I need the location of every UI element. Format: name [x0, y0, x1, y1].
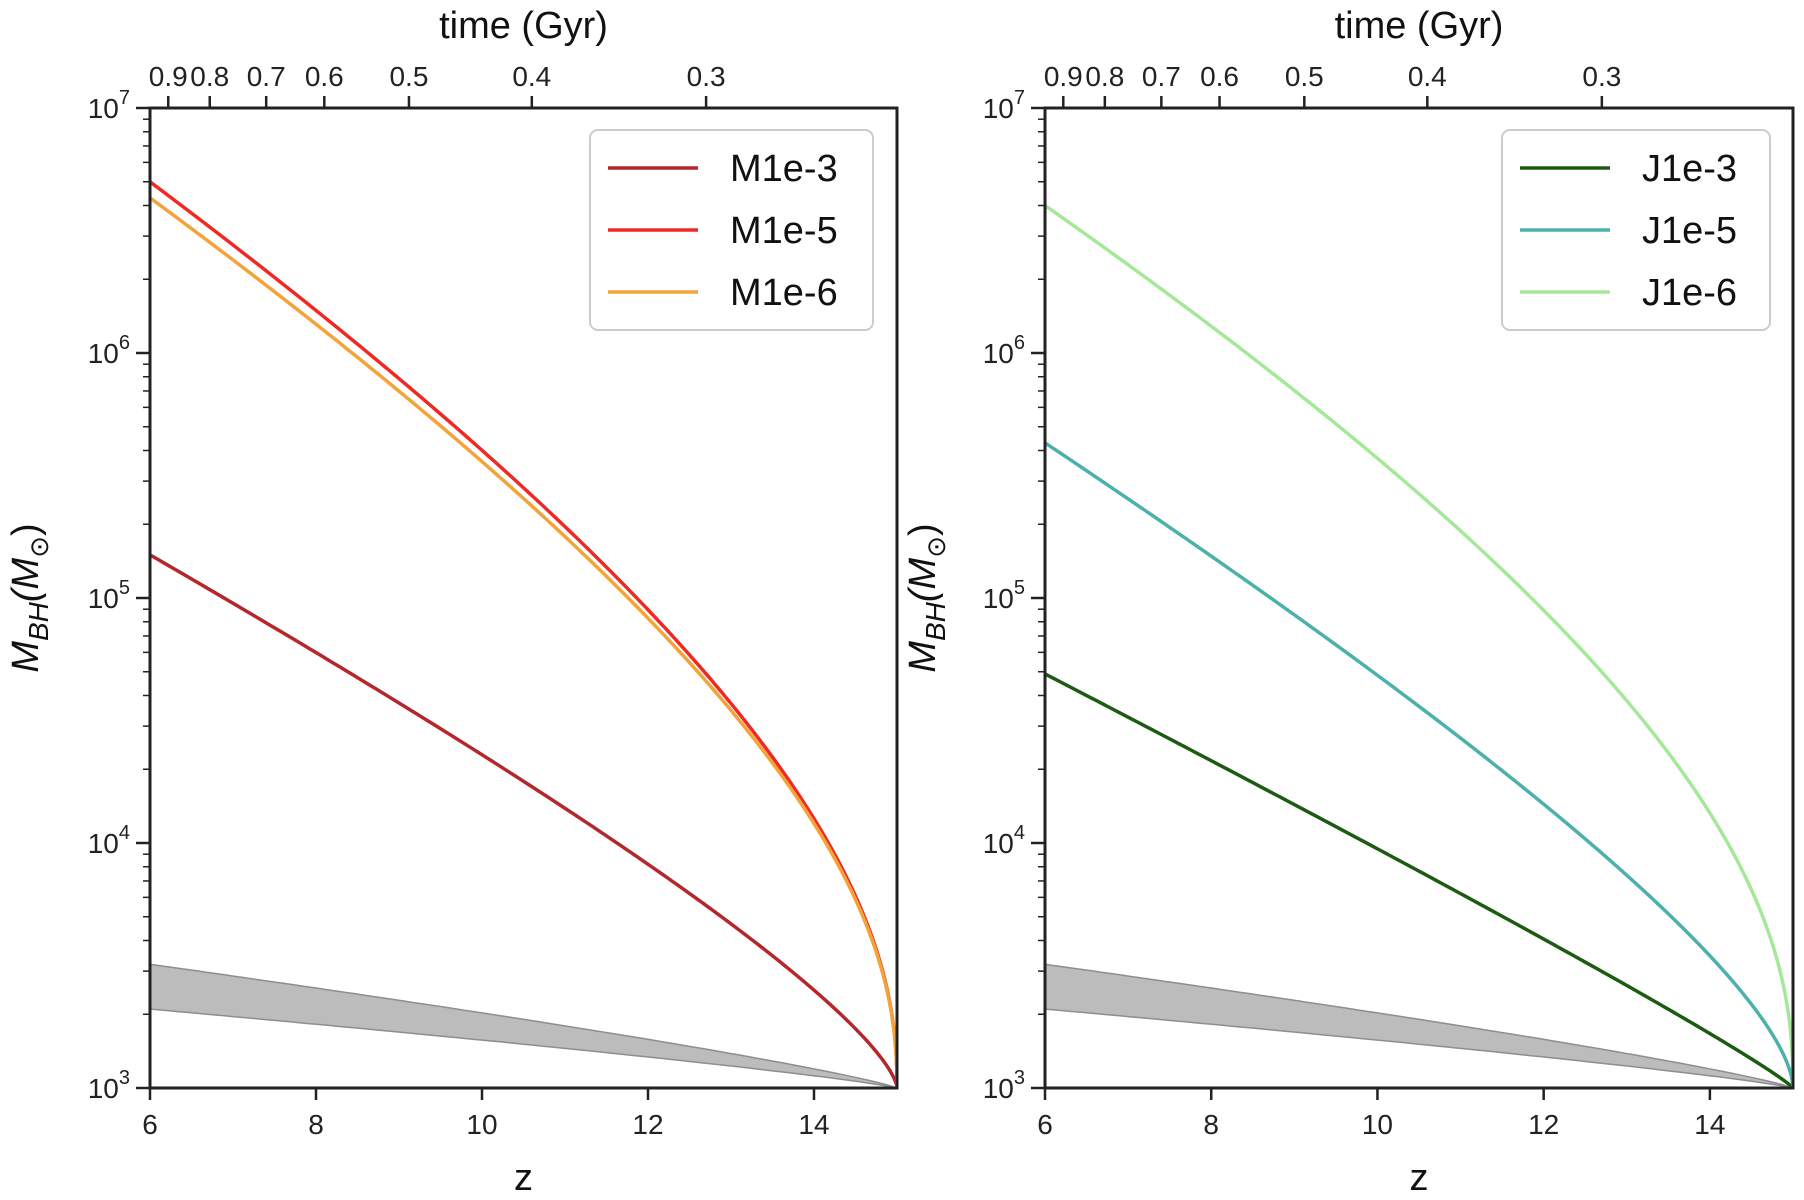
legend-box	[1501, 129, 1771, 331]
x-tick-label: 14	[1694, 1109, 1725, 1140]
legend-box	[589, 129, 874, 331]
top-tick-label: 0.8	[190, 61, 229, 92]
y-tick-label: 103	[88, 1067, 130, 1104]
top-axis-title: time (Gyr)	[439, 5, 608, 47]
legend-label-M1e-6: M1e-6	[730, 272, 838, 314]
top-tick-label: 0.9	[149, 61, 188, 92]
legend-label-M1e-3: M1e-3	[730, 148, 838, 190]
series-line-J1e-5	[1045, 441, 1793, 1088]
x-tick-label: 8	[308, 1109, 324, 1140]
top-tick-label: 0.7	[247, 61, 286, 92]
right-panel: 6 8 10 12 14 z 0.9 0.8 0.7 0.6 0.5 0.4 0.3 time (Gyr)…	[902, 5, 1795, 1199]
left-panel: 6 8 10 12 14 z 0.9 0.8 0.7 0.6 0.5 0.4 0.3 time (Gyr)…	[5, 5, 899, 1199]
top-tick-label: 0.9	[1044, 61, 1083, 92]
top-tick-label: 0.7	[1142, 61, 1181, 92]
y-tick-label: 105	[88, 577, 130, 614]
top-tick-label: 0.5	[389, 61, 428, 92]
legend-label-J1e-3: J1e-3	[1642, 148, 1737, 190]
series-line-M1e-6	[150, 196, 897, 1088]
top-tick-label: 0.3	[1582, 61, 1621, 92]
x-tick-label: 6	[142, 1109, 158, 1140]
y-axis-title: MBH(M⊙)	[902, 523, 951, 672]
legend: J1e-3 J1e-5 J1e-6	[1501, 129, 1771, 331]
x-tick-label: 10	[1362, 1109, 1393, 1140]
y-tick-label: 106	[88, 332, 130, 369]
x-axis-title: z	[514, 1157, 533, 1199]
top-tick-label: 0.6	[1200, 61, 1239, 92]
x-tick-label: 12	[632, 1109, 663, 1140]
series-line-M1e-3	[150, 553, 897, 1088]
top-axis-title: time (Gyr)	[1335, 5, 1504, 47]
top-tick-label: 0.6	[305, 61, 344, 92]
plot-area	[150, 180, 897, 1088]
y-tick-label: 104	[983, 822, 1025, 859]
legend-label-M1e-5: M1e-5	[730, 210, 838, 252]
top-tick-label: 0.8	[1085, 61, 1124, 92]
legend-label-J1e-5: J1e-5	[1642, 210, 1737, 252]
y-tick-label: 104	[88, 822, 130, 859]
x-tick-label: 8	[1203, 1109, 1219, 1140]
top-tick-label: 0.4	[1408, 61, 1447, 92]
top-tick-label: 0.4	[512, 61, 551, 92]
y-tick-label: 107	[983, 87, 1025, 124]
x-tick-label: 14	[798, 1109, 829, 1140]
plot-area	[1045, 204, 1793, 1088]
top-tick-label: 0.3	[687, 61, 726, 92]
series-line-J1e-3	[1045, 672, 1793, 1088]
top-tick-label: 0.5	[1285, 61, 1324, 92]
y-tick-label: 107	[88, 87, 130, 124]
x-axis-title: z	[1410, 1157, 1429, 1199]
y-tick-label: 103	[983, 1067, 1025, 1104]
legend-label-J1e-6: J1e-6	[1642, 272, 1737, 314]
series-line-J1e-6	[1045, 204, 1793, 1088]
seed-mass-band	[150, 963, 897, 1088]
x-tick-label: 6	[1037, 1109, 1053, 1140]
x-tick-label: 12	[1528, 1109, 1559, 1140]
y-tick-label: 105	[983, 577, 1025, 614]
y-axis-title: MBH(M⊙)	[5, 523, 54, 672]
seed-mass-band	[1045, 963, 1793, 1088]
legend: M1e-3 M1e-5 M1e-6	[589, 129, 874, 331]
y-tick-label: 106	[983, 332, 1025, 369]
x-tick-label: 10	[466, 1109, 497, 1140]
